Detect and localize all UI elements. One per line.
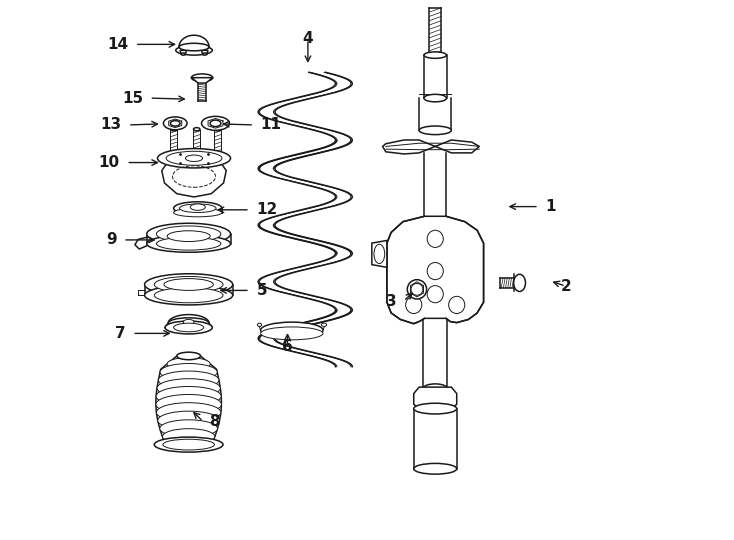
Ellipse shape [145,274,233,295]
Ellipse shape [156,387,221,406]
Ellipse shape [168,318,209,328]
Ellipse shape [321,323,327,326]
Polygon shape [202,50,208,54]
Ellipse shape [156,403,221,422]
Polygon shape [372,240,387,267]
Ellipse shape [175,45,212,55]
Ellipse shape [427,286,443,303]
Ellipse shape [203,53,207,55]
Ellipse shape [184,320,194,325]
Polygon shape [414,387,457,409]
Ellipse shape [154,288,223,303]
Polygon shape [192,78,213,83]
Ellipse shape [154,437,223,452]
Ellipse shape [177,352,200,360]
Ellipse shape [414,463,457,474]
Ellipse shape [186,155,203,161]
Ellipse shape [147,235,230,252]
Text: 11: 11 [261,118,282,132]
Polygon shape [382,140,479,154]
Ellipse shape [164,117,187,130]
Ellipse shape [424,384,447,393]
Ellipse shape [158,148,230,168]
Ellipse shape [174,208,222,217]
Ellipse shape [424,52,446,58]
Ellipse shape [159,371,219,389]
Polygon shape [180,50,186,54]
Ellipse shape [406,296,422,314]
Text: 5: 5 [256,283,267,298]
Ellipse shape [174,323,203,332]
Ellipse shape [177,353,200,360]
Text: 6: 6 [282,339,293,354]
Ellipse shape [261,327,323,340]
Ellipse shape [158,411,219,430]
Ellipse shape [419,126,451,134]
Text: 14: 14 [107,37,128,52]
Ellipse shape [180,204,216,213]
Text: 8: 8 [210,414,220,429]
Ellipse shape [427,262,443,280]
Ellipse shape [160,363,217,381]
Text: 12: 12 [256,202,277,217]
Ellipse shape [170,127,177,131]
Text: 1: 1 [545,199,556,214]
Ellipse shape [157,379,220,397]
Ellipse shape [214,127,221,131]
Ellipse shape [147,223,230,245]
Ellipse shape [156,237,221,250]
Ellipse shape [374,244,385,264]
Polygon shape [387,217,484,323]
Ellipse shape [190,204,206,211]
Ellipse shape [170,120,180,126]
Text: 9: 9 [106,232,117,247]
Ellipse shape [514,274,526,292]
Text: 3: 3 [387,294,397,309]
Text: 2: 2 [560,279,571,294]
Ellipse shape [210,120,221,126]
Ellipse shape [167,357,210,370]
Ellipse shape [407,280,426,299]
Ellipse shape [163,439,214,450]
Text: 7: 7 [115,326,126,341]
Ellipse shape [167,231,210,241]
Ellipse shape [154,276,223,293]
Ellipse shape [261,322,323,338]
Ellipse shape [164,279,214,291]
Text: 4: 4 [302,31,313,46]
Text: 13: 13 [101,118,122,132]
Text: 15: 15 [122,91,143,106]
Ellipse shape [156,395,222,414]
Ellipse shape [162,429,215,444]
Ellipse shape [192,74,213,82]
Ellipse shape [174,202,222,215]
Ellipse shape [411,284,423,295]
Text: 10: 10 [99,155,120,170]
Ellipse shape [448,296,465,314]
Ellipse shape [194,127,200,131]
Ellipse shape [145,286,233,305]
Ellipse shape [424,94,446,102]
Ellipse shape [160,420,217,437]
Ellipse shape [156,226,221,242]
Ellipse shape [258,323,262,326]
Ellipse shape [165,321,212,334]
Ellipse shape [202,116,230,130]
Polygon shape [161,158,226,197]
Ellipse shape [166,438,211,451]
Ellipse shape [166,151,222,165]
Ellipse shape [181,53,186,55]
Ellipse shape [414,403,457,414]
Ellipse shape [427,230,443,247]
Ellipse shape [179,43,209,51]
